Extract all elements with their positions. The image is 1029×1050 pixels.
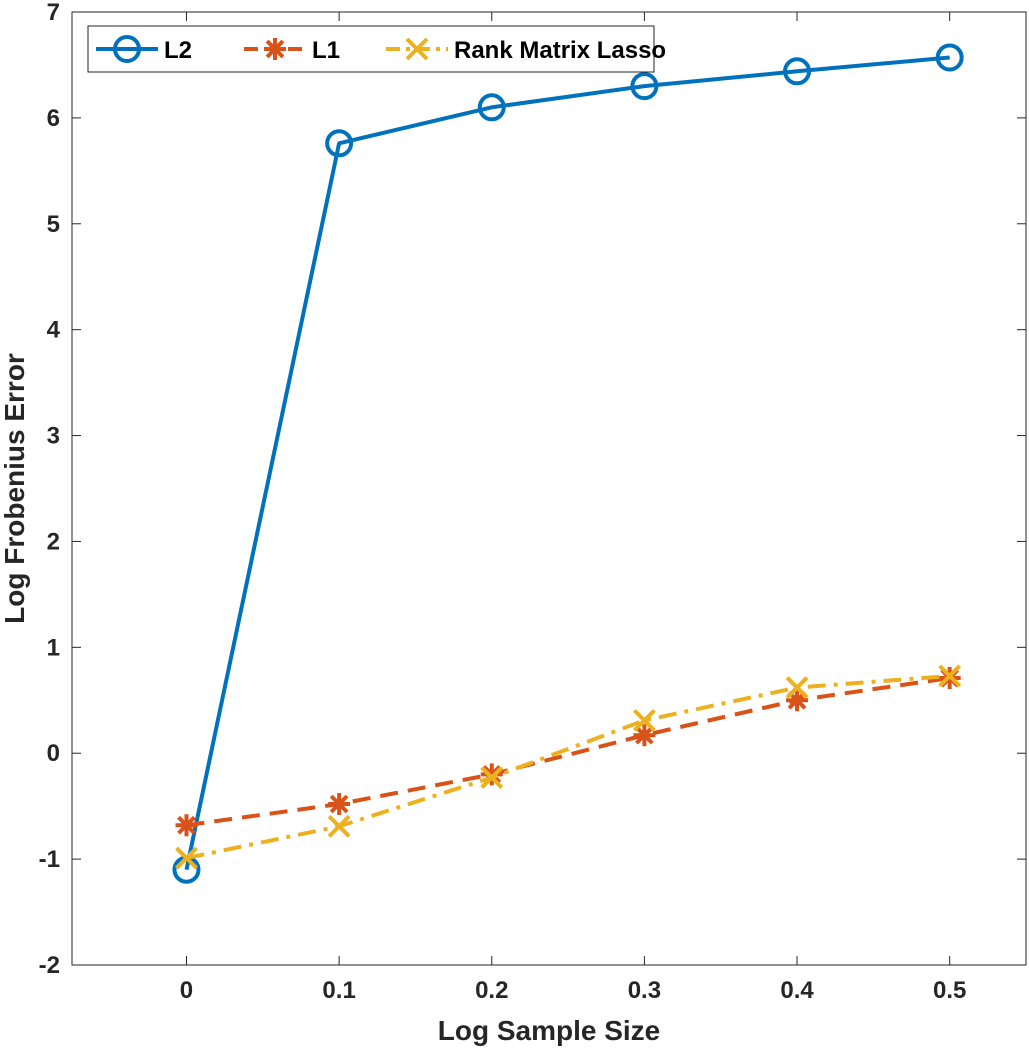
x-tick-label: 0 xyxy=(180,977,193,1004)
legend-marker xyxy=(113,35,141,63)
data-point xyxy=(935,43,964,72)
data-point xyxy=(480,766,504,789)
series-line xyxy=(186,676,950,828)
data-point xyxy=(632,708,656,732)
y-tick-label: 3 xyxy=(47,423,60,450)
legend-label: L1 xyxy=(312,37,340,64)
legend-marker xyxy=(405,37,429,61)
data-point xyxy=(477,93,506,122)
x-tick-label: 0.4 xyxy=(780,977,814,1004)
series-2 xyxy=(175,664,962,870)
series-0 xyxy=(172,43,964,884)
y-tick-label: 0 xyxy=(47,740,60,767)
y-tick-label: 6 xyxy=(47,105,60,132)
legend-box xyxy=(87,25,655,73)
data-point xyxy=(328,793,351,816)
data-point xyxy=(938,664,962,688)
data-point xyxy=(785,676,809,699)
legend-label: L2 xyxy=(164,37,192,64)
data-point xyxy=(480,763,503,786)
data-point xyxy=(175,814,198,837)
y-tick-label: 1 xyxy=(47,634,60,661)
y-axis-label: Log Frobenius Error xyxy=(0,353,30,624)
y-tick-label: -2 xyxy=(39,952,60,979)
data-point xyxy=(327,814,351,838)
y-tick-label: 5 xyxy=(47,211,60,238)
x-tick-label: 0.5 xyxy=(933,977,966,1004)
x-tick-label: 0.2 xyxy=(475,977,508,1004)
data-point xyxy=(633,724,656,747)
data-point xyxy=(325,129,354,158)
legend-label: Rank Matrix Lasso xyxy=(454,37,666,64)
y-tick-label: -1 xyxy=(39,846,60,873)
y-tick-label: 4 xyxy=(47,317,61,344)
x-axis-label: Log Sample Size xyxy=(438,1015,661,1046)
series-1 xyxy=(175,667,961,837)
x-tick-label: 0.1 xyxy=(322,977,355,1004)
series-line xyxy=(186,673,950,861)
data-point xyxy=(786,689,809,712)
data-point xyxy=(783,57,812,86)
data-point xyxy=(630,72,659,101)
y-tick-label: 2 xyxy=(47,528,60,555)
series-line xyxy=(184,55,950,871)
legend-marker xyxy=(264,38,286,60)
legend: L2 L1 Rank Matrix Lasso xyxy=(87,25,666,73)
data-point xyxy=(175,846,198,870)
plot-frame xyxy=(71,11,1027,966)
series-layer xyxy=(172,43,964,884)
x-tick-label: 0.3 xyxy=(628,977,661,1004)
y-tick-label: 7 xyxy=(47,0,60,26)
axis-ticks: 0 0.1 0.2 0.3 0.4 0.5 -2 -1 0 1 2 3 4 5 6 7 xyxy=(39,0,1026,1004)
